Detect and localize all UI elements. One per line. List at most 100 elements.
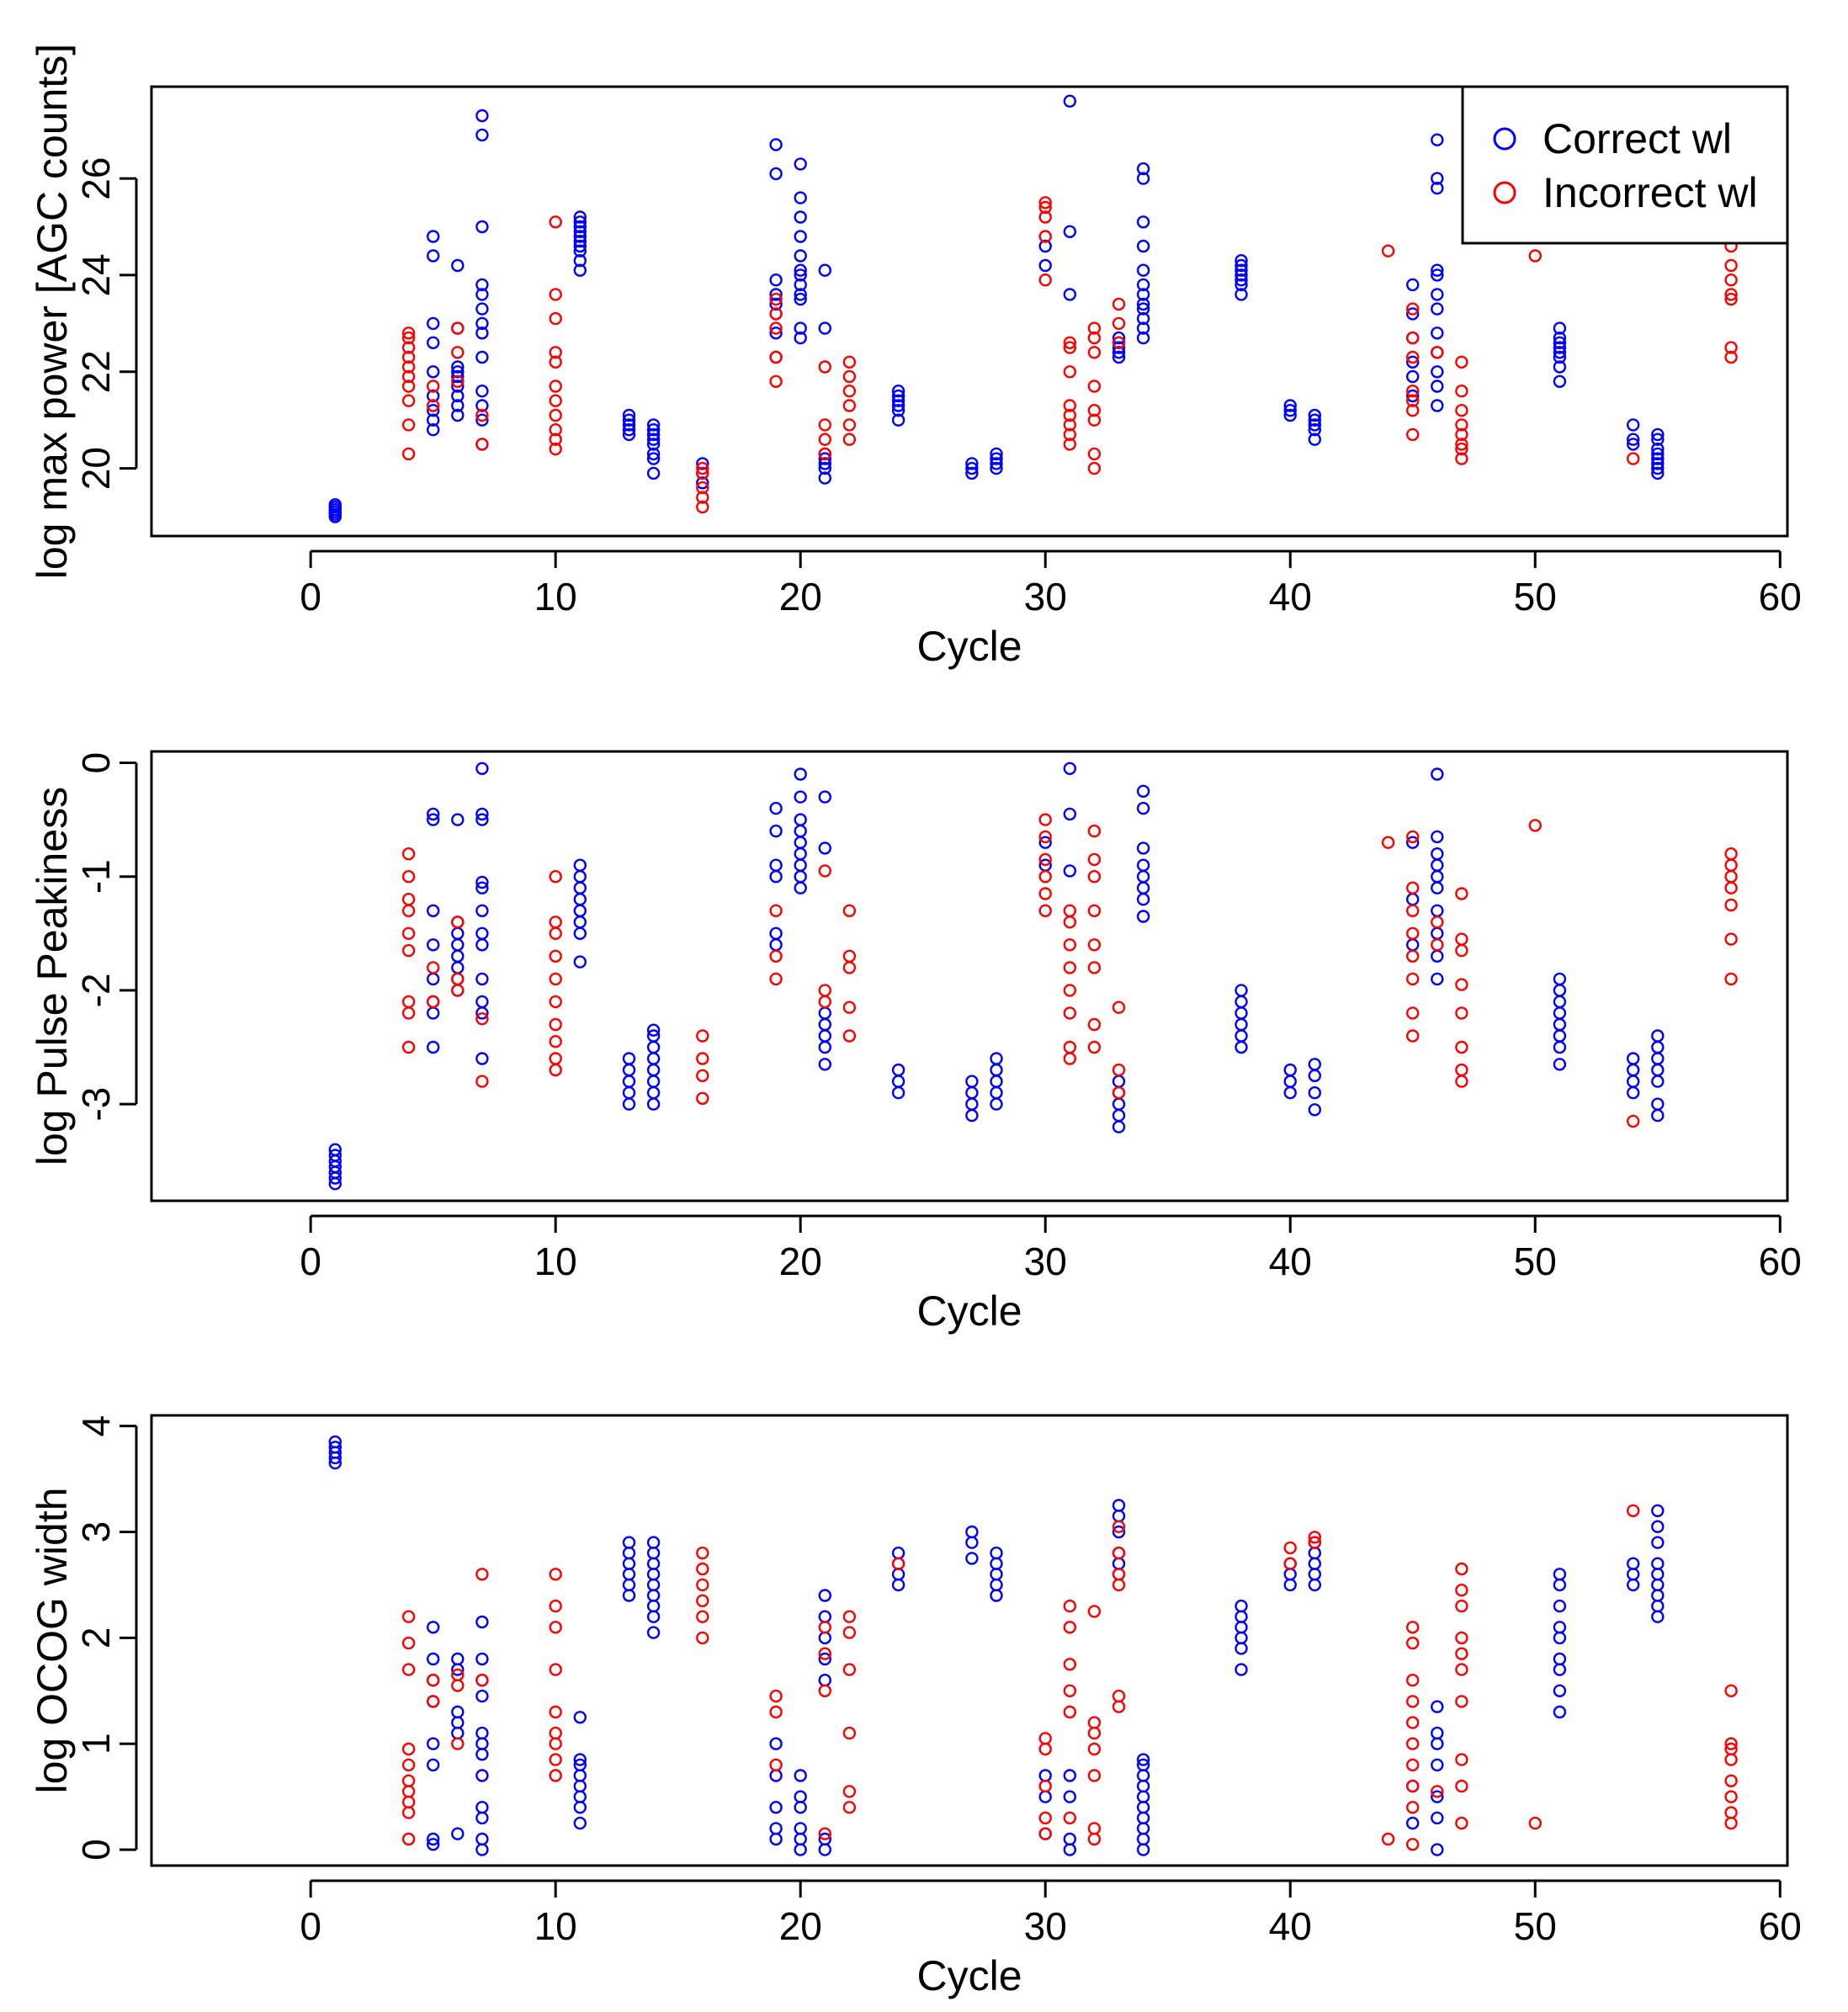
data-point bbox=[769, 273, 783, 287]
data-point bbox=[1136, 858, 1150, 872]
data-point bbox=[1553, 1705, 1567, 1719]
data-point bbox=[794, 1769, 807, 1782]
data-point bbox=[573, 858, 587, 872]
data-point bbox=[1724, 273, 1738, 287]
data-point bbox=[696, 476, 709, 490]
data-point bbox=[1063, 418, 1077, 432]
data-point bbox=[1136, 288, 1150, 301]
data-point bbox=[794, 767, 807, 781]
data-point bbox=[1308, 418, 1322, 432]
data-point bbox=[401, 1774, 416, 1788]
data-point bbox=[1553, 1652, 1567, 1666]
data-point bbox=[401, 995, 416, 1009]
series-correct bbox=[328, 94, 1665, 523]
data-point bbox=[1283, 1541, 1297, 1555]
data-point bbox=[427, 316, 440, 331]
data-point bbox=[451, 365, 465, 379]
data-point bbox=[818, 457, 831, 470]
data-point bbox=[990, 447, 1003, 461]
data-point bbox=[1063, 408, 1077, 422]
data-point bbox=[1308, 1103, 1322, 1117]
data-point bbox=[818, 984, 831, 997]
data-point bbox=[1063, 1811, 1077, 1825]
data-point bbox=[1455, 1663, 1468, 1676]
data-point bbox=[573, 239, 587, 253]
data-point bbox=[891, 1557, 905, 1570]
data-point bbox=[1087, 1040, 1102, 1054]
data-point bbox=[1112, 1001, 1126, 1014]
legend-label: Correct wl bbox=[1543, 115, 1732, 162]
data-point bbox=[1431, 972, 1444, 986]
data-point bbox=[328, 1435, 342, 1449]
data-point bbox=[475, 408, 489, 422]
data-point bbox=[1405, 350, 1420, 364]
data-point bbox=[1431, 1843, 1444, 1856]
legend-box bbox=[1461, 85, 1789, 245]
data-point bbox=[1405, 1816, 1420, 1830]
data-point bbox=[1112, 297, 1126, 311]
data-point bbox=[427, 365, 440, 379]
data-point bbox=[965, 466, 979, 480]
data-point bbox=[794, 292, 807, 306]
data-point bbox=[1405, 355, 1420, 369]
data-point bbox=[401, 341, 416, 354]
data-point bbox=[1235, 268, 1248, 282]
data-point bbox=[1112, 346, 1126, 359]
data-point bbox=[842, 1001, 857, 1014]
data-point bbox=[769, 350, 783, 364]
data-point bbox=[1405, 1029, 1420, 1043]
x-tick-label: 40 bbox=[1269, 1904, 1312, 1948]
data-point bbox=[573, 230, 587, 243]
data-point bbox=[1038, 1732, 1052, 1745]
data-point bbox=[1038, 273, 1052, 287]
data-point bbox=[1651, 457, 1665, 470]
data-point bbox=[1724, 932, 1738, 946]
data-point bbox=[1626, 1557, 1640, 1570]
data-point bbox=[475, 1801, 489, 1814]
data-point bbox=[1381, 1832, 1395, 1846]
data-point bbox=[965, 461, 979, 475]
y-tick-label: -2 bbox=[74, 973, 118, 1007]
data-point bbox=[1063, 1769, 1077, 1782]
data-point bbox=[842, 369, 857, 384]
data-point bbox=[1136, 215, 1150, 229]
data-point bbox=[1136, 263, 1150, 277]
data-point bbox=[1063, 1621, 1077, 1634]
data-point bbox=[1553, 1684, 1567, 1698]
data-point bbox=[549, 288, 562, 301]
data-point bbox=[622, 413, 636, 427]
data-point bbox=[1381, 244, 1395, 257]
data-point bbox=[794, 210, 807, 224]
y-tick-label: 3 bbox=[74, 1521, 118, 1543]
data-point bbox=[1308, 1086, 1322, 1100]
data-point bbox=[842, 418, 857, 432]
x-tick-label: 30 bbox=[1024, 1904, 1067, 1948]
data-point bbox=[475, 995, 489, 1009]
data-point bbox=[1431, 172, 1444, 185]
data-point bbox=[842, 1801, 857, 1814]
data-point bbox=[427, 938, 440, 952]
data-point bbox=[1235, 1663, 1248, 1676]
data-point bbox=[427, 380, 440, 393]
x-axis: 0 10 20 30 40 50 60 Cycle bbox=[300, 549, 1802, 670]
data-point bbox=[646, 1029, 661, 1043]
data-point bbox=[1405, 972, 1420, 986]
plot-frame bbox=[150, 1414, 1789, 1867]
data-point bbox=[1063, 864, 1077, 878]
data-point bbox=[794, 278, 807, 292]
data-point bbox=[646, 418, 661, 432]
data-point bbox=[328, 1149, 342, 1162]
data-point bbox=[401, 847, 416, 861]
data-point bbox=[818, 321, 831, 335]
data-point bbox=[1553, 972, 1567, 986]
data-point bbox=[1063, 341, 1077, 354]
data-point bbox=[573, 225, 587, 238]
data-point bbox=[549, 1769, 562, 1782]
data-point bbox=[1038, 1811, 1052, 1825]
data-point bbox=[1405, 949, 1420, 964]
data-point bbox=[427, 423, 440, 437]
data-point bbox=[646, 452, 661, 465]
data-point bbox=[818, 1589, 831, 1602]
data-point bbox=[1038, 1779, 1052, 1793]
